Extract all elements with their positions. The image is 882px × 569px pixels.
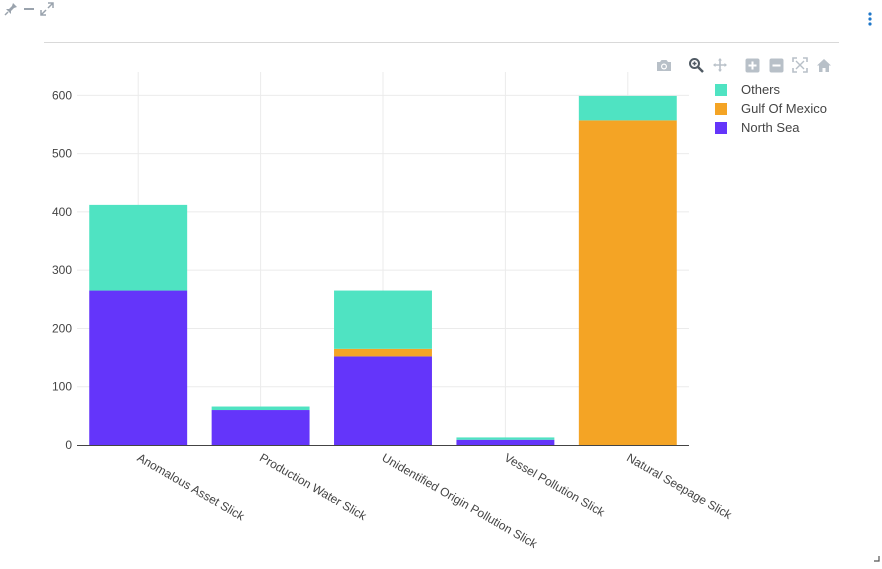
resize-handle-icon[interactable] bbox=[874, 549, 880, 567]
bar-north-sea bbox=[89, 290, 188, 445]
bar-others bbox=[89, 204, 188, 291]
legend-item[interactable]: North Sea bbox=[715, 118, 827, 137]
y-tick-label: 600 bbox=[52, 88, 72, 102]
legend-swatch bbox=[715, 83, 727, 96]
window-controls bbox=[4, 2, 54, 16]
legend-label: North Sea bbox=[741, 120, 800, 135]
legend-label: Others bbox=[741, 82, 781, 97]
legend-item[interactable]: Others bbox=[715, 80, 827, 99]
bar-others bbox=[211, 406, 310, 411]
legend-item[interactable]: Gulf Of Mexico bbox=[715, 99, 827, 118]
camera-icon[interactable] bbox=[654, 56, 674, 74]
x-tick-label: Anomalous Asset Slick bbox=[135, 450, 248, 523]
legend-label: Gulf Of Mexico bbox=[741, 101, 827, 116]
bar-north-sea bbox=[456, 439, 555, 445]
legend-swatch bbox=[715, 121, 727, 134]
y-tick-label: 0 bbox=[65, 438, 72, 452]
x-tick-label: Vessel Pollution Slick bbox=[502, 450, 608, 519]
zoom-icon[interactable] bbox=[686, 56, 706, 74]
y-tick-label: 200 bbox=[52, 321, 72, 335]
expand-icon[interactable] bbox=[40, 2, 54, 16]
x-tick-label: Production Water Slick bbox=[257, 450, 370, 523]
legend-swatch bbox=[715, 102, 727, 115]
bar-north-sea bbox=[211, 410, 310, 445]
y-tick-label: 500 bbox=[52, 147, 72, 161]
bar-north-sea bbox=[334, 356, 432, 445]
reset-axes-icon[interactable] bbox=[814, 56, 834, 74]
y-tick-label: 400 bbox=[52, 205, 72, 219]
y-tick-label: 100 bbox=[52, 380, 72, 394]
zoom-in-icon[interactable] bbox=[742, 56, 762, 74]
x-tick-label: Natural Seepage Slick bbox=[624, 450, 735, 522]
bar-others bbox=[456, 437, 555, 440]
y-tick-label: 300 bbox=[52, 263, 72, 277]
autoscale-icon[interactable] bbox=[790, 56, 810, 74]
bar-others bbox=[578, 95, 677, 121]
zoom-out-icon[interactable] bbox=[766, 56, 786, 74]
pin-icon[interactable] bbox=[4, 2, 18, 16]
bar-gulf-of-mexico bbox=[578, 120, 677, 445]
more-options-icon[interactable] bbox=[868, 12, 872, 31]
minimize-icon[interactable] bbox=[22, 2, 36, 16]
header-divider bbox=[44, 42, 839, 43]
pan-icon[interactable] bbox=[710, 56, 730, 74]
chart-modebar bbox=[654, 56, 838, 74]
bar-gulf-of-mexico bbox=[334, 348, 432, 357]
chart-legend: Others Gulf Of Mexico North Sea bbox=[715, 80, 827, 137]
bar-others bbox=[334, 290, 432, 349]
